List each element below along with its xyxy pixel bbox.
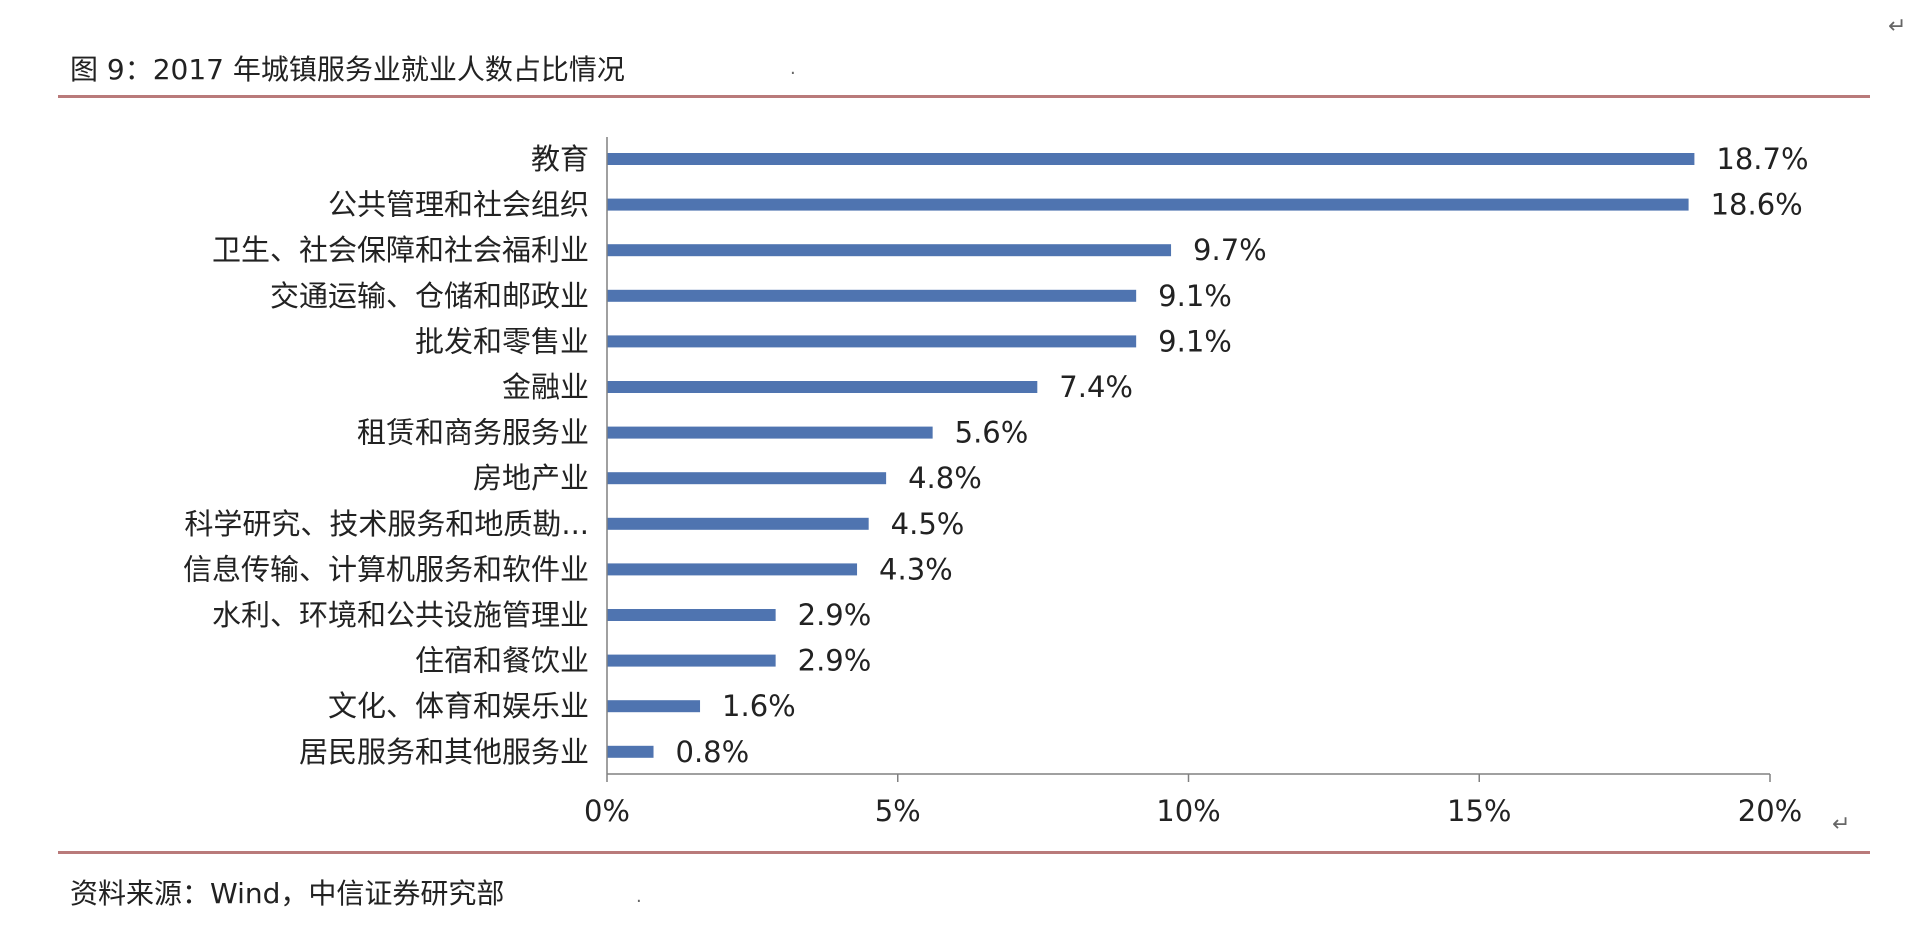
category-label: 文化、体育和娱乐业 — [328, 689, 589, 723]
source-note: 资料来源：Wind，中信证券研究部 — [70, 877, 505, 910]
title-divider — [58, 95, 1870, 98]
bar — [607, 153, 1695, 165]
source-end-mark: . — [636, 886, 642, 907]
bar — [607, 335, 1137, 348]
return-mark-top: ↵ — [1888, 14, 1907, 39]
x-tick-label: 0% — [584, 794, 630, 828]
value-labels-group: 18.7% 18.6% 9.7% 9.1% 9.1% 7.4% 5.6% 4.8% 4.5% 4.… — [676, 142, 1809, 769]
x-tick-label: 15% — [1447, 794, 1511, 828]
category-label: 居民服务和其他服务业 — [299, 735, 589, 769]
bar — [607, 381, 1038, 393]
bar — [607, 609, 776, 621]
value-label: 4.3% — [879, 552, 953, 586]
x-axis-group: 0% 5% 10% 15% 20% — [584, 137, 1802, 828]
bar — [607, 426, 933, 439]
bar — [607, 472, 887, 485]
category-label: 教育 — [531, 142, 589, 176]
value-label: 4.5% — [891, 507, 965, 541]
value-label: 9.1% — [1158, 324, 1232, 358]
category-label: 信息传输、计算机服务和软件业 — [183, 552, 589, 586]
value-label: 18.6% — [1711, 188, 1803, 222]
bar — [607, 198, 1689, 211]
category-labels-group: 教育公共管理和社会组织卫生、社会保障和社会福利业交通运输、仓储和邮政业批发和零售… — [183, 142, 589, 769]
category-label: 租赁和商务服务业 — [357, 416, 589, 450]
category-label: 批发和零售业 — [415, 324, 589, 358]
value-label: 4.8% — [908, 461, 982, 495]
figure-title: 图 9：2017 年城镇服务业就业人数占比情况 — [70, 53, 625, 86]
value-label: 5.6% — [955, 416, 1029, 450]
x-tick-label: 10% — [1156, 794, 1220, 828]
source-divider — [58, 851, 1870, 854]
value-label: 9.1% — [1158, 279, 1232, 313]
value-label: 1.6% — [722, 689, 796, 723]
category-label: 卫生、社会保障和社会福利业 — [212, 233, 589, 267]
value-label: 7.4% — [1059, 370, 1133, 404]
bar — [607, 700, 701, 713]
value-label: 2.9% — [798, 644, 872, 678]
category-label: 公共管理和社会组织 — [328, 188, 589, 222]
category-label: 住宿和餐饮业 — [415, 644, 589, 678]
bar — [607, 289, 1137, 302]
bars-group — [607, 153, 1695, 758]
bar — [607, 654, 776, 667]
return-mark-axis: ↵ — [1832, 812, 1851, 837]
value-label: 2.9% — [798, 598, 872, 632]
bar-chart: 教育公共管理和社会组织卫生、社会保障和社会福利业交通运输、仓储和邮政业批发和零售… — [183, 137, 1809, 828]
value-label: 9.7% — [1193, 233, 1267, 267]
title-end-mark: . — [790, 58, 796, 79]
x-tick-label: 20% — [1738, 794, 1802, 828]
bar — [607, 517, 869, 530]
bar — [607, 563, 858, 576]
value-label: 18.7% — [1716, 142, 1808, 176]
bar — [607, 244, 1172, 257]
category-label: 金融业 — [502, 370, 589, 404]
x-tick-label: 5% — [875, 794, 921, 828]
bar — [607, 745, 654, 758]
value-label: 0.8% — [676, 735, 750, 769]
category-label: 房地产业 — [473, 461, 589, 495]
category-label: 交通运输、仓储和邮政业 — [270, 279, 589, 313]
category-label: 水利、环境和公共设施管理业 — [212, 598, 589, 632]
category-label: 科学研究、技术服务和地质勘... — [184, 507, 589, 541]
